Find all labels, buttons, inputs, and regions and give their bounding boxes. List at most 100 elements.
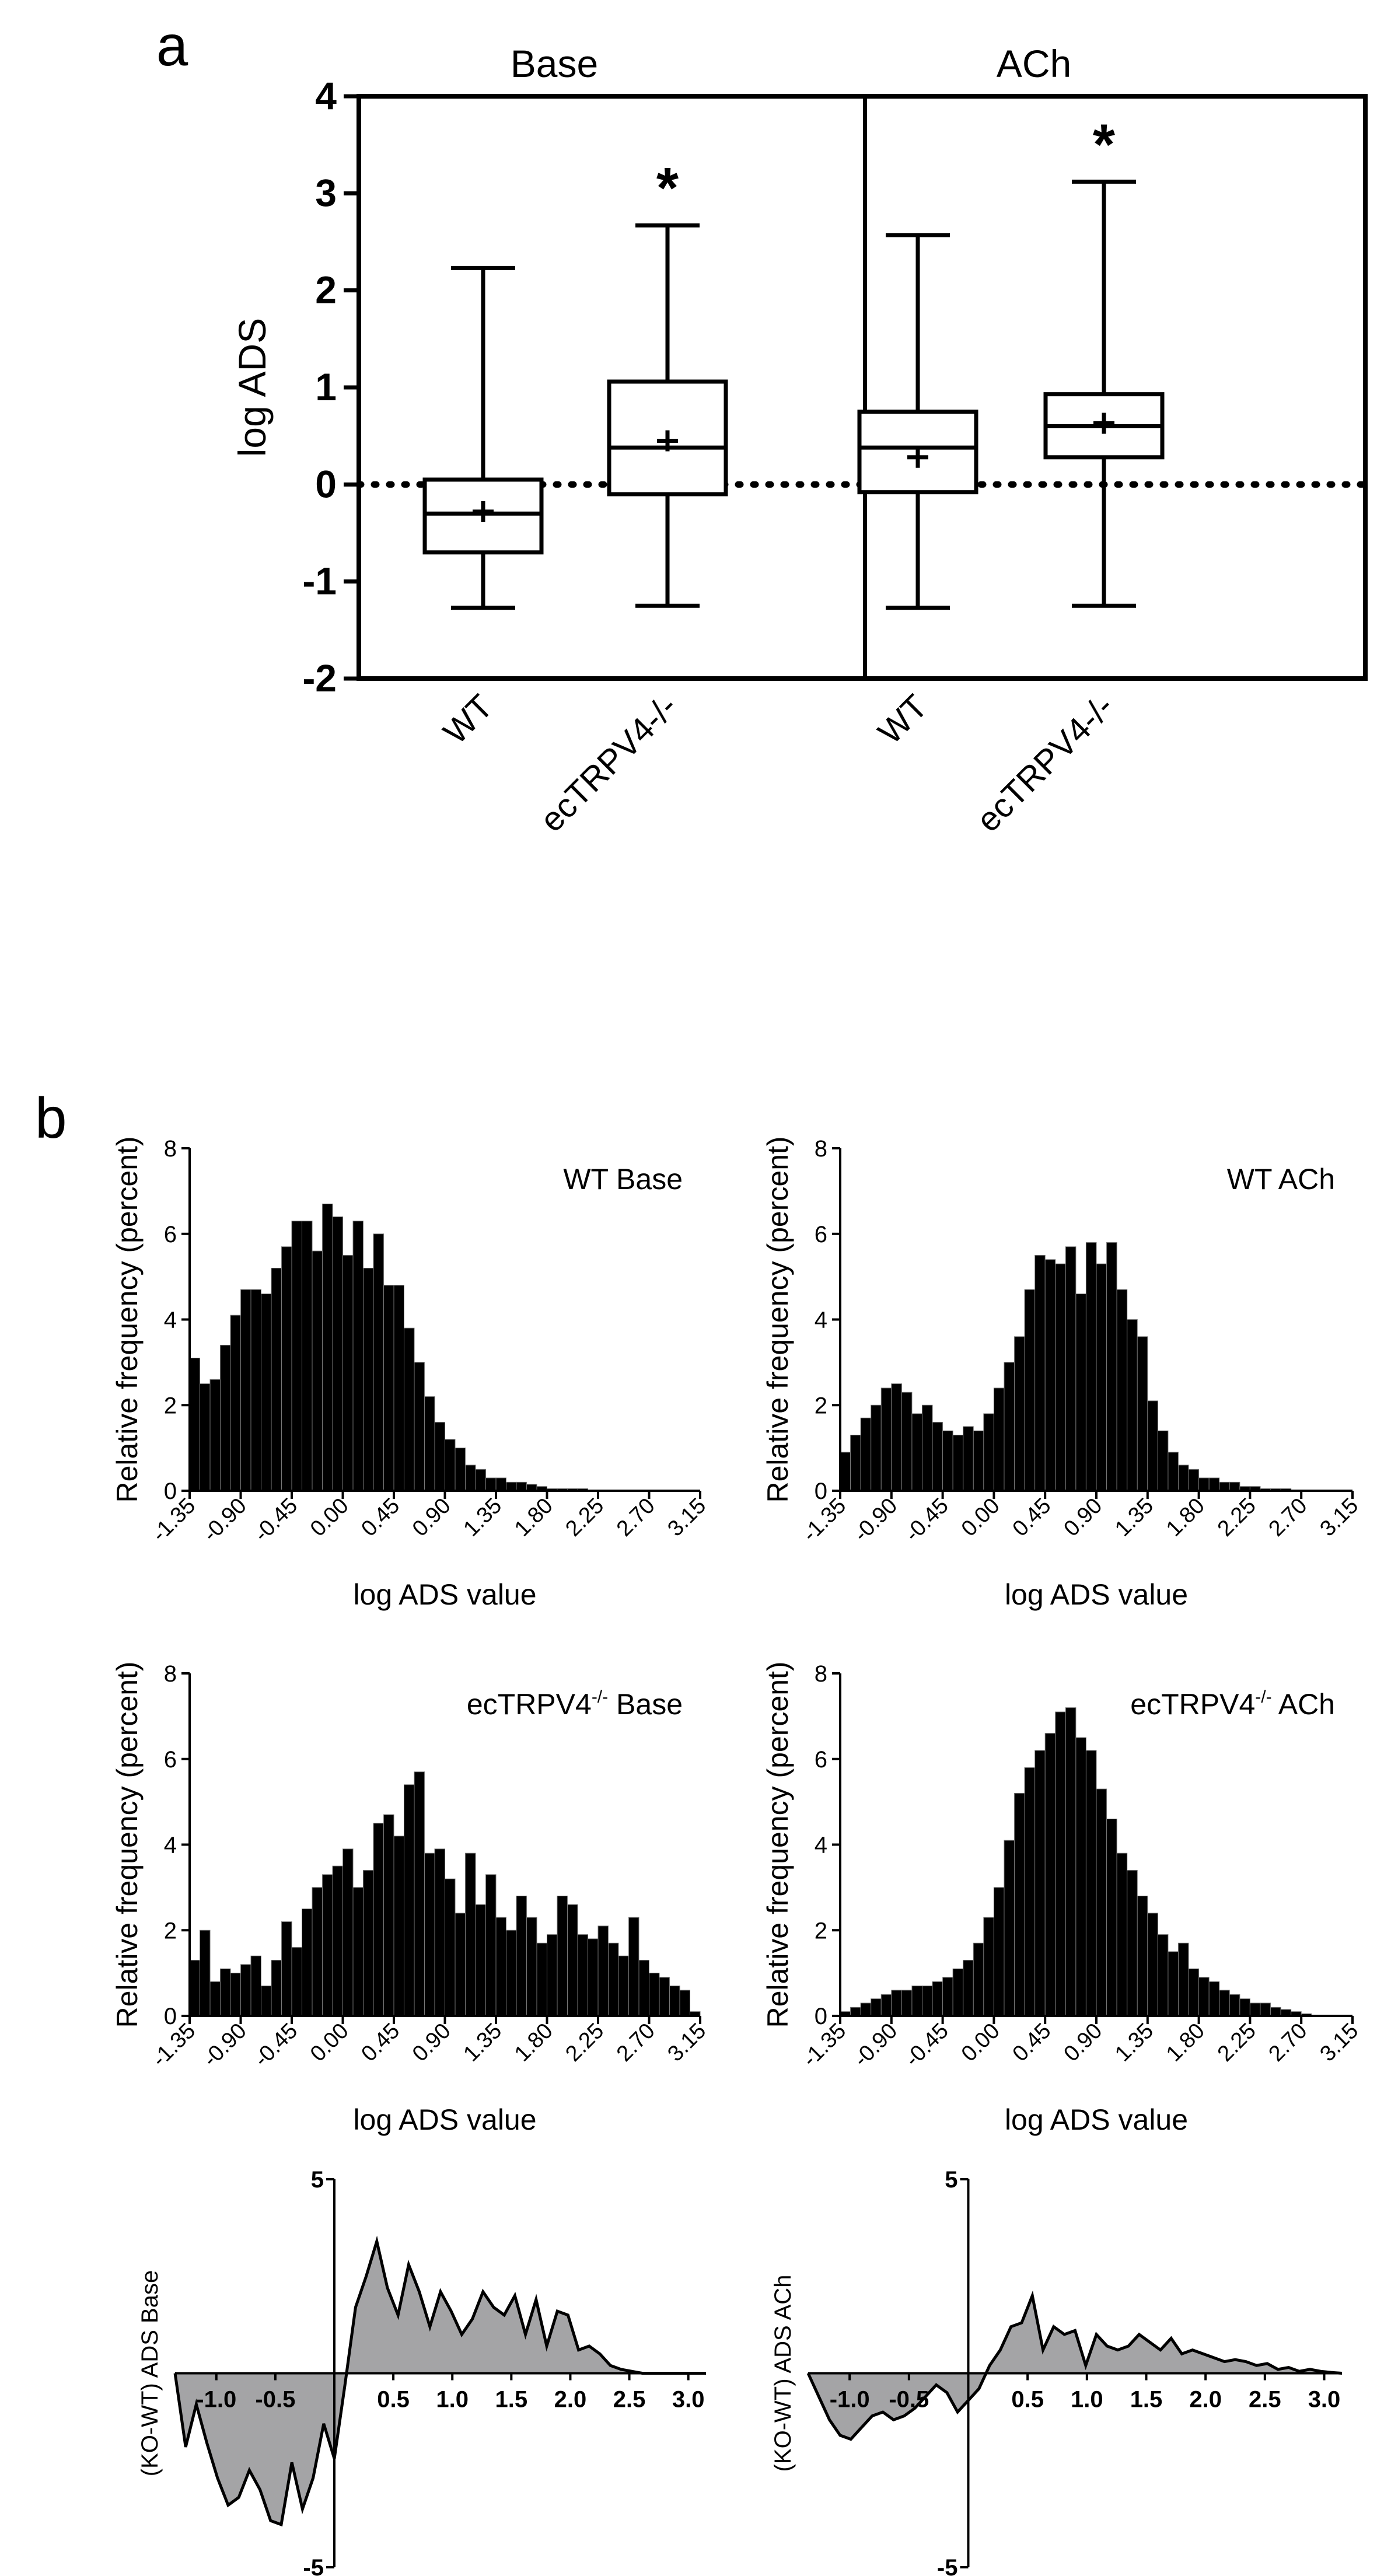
y-tick-label: -5 [303, 2555, 324, 2576]
hist-bar [200, 1383, 211, 1491]
hist-bar [638, 1960, 649, 2016]
x-tick-label: 2.25 [1213, 2019, 1261, 2067]
x-tick-label: 0.90 [408, 2019, 456, 2067]
hist-bar [291, 1947, 302, 2016]
hist-bar [332, 1216, 343, 1491]
hist-bar [536, 1942, 547, 2016]
hist-bar [850, 1435, 861, 1491]
hist-bar [485, 1477, 497, 1491]
x-tick-label: 1.80 [1162, 2019, 1210, 2067]
hist-bar [261, 1293, 272, 1491]
panel-label-a: a [156, 13, 188, 78]
hist-bar [1116, 1289, 1128, 1491]
y-axis-label: Relative frequency (percent) [111, 1661, 144, 2028]
x-tick-label: -0.90 [198, 1494, 251, 1547]
y-tick-label: 1 [315, 365, 337, 408]
hist-bar [973, 1430, 984, 1491]
x-tick-label: -0.45 [249, 2019, 302, 2072]
hist-bar [230, 1315, 241, 1491]
hist-bar [393, 1285, 404, 1491]
hist-bar [1004, 1840, 1015, 2016]
hist-bar [871, 1998, 882, 2016]
y-tick-label: 4 [164, 1833, 177, 1858]
x-tick-label: 2.5 [613, 2387, 646, 2413]
hist-bar [485, 1874, 497, 2016]
hist-bar [1219, 1481, 1230, 1491]
group-title: ACh [997, 42, 1071, 85]
y-tick-label: 2 [164, 1393, 177, 1418]
hist-bar [516, 1896, 527, 2016]
hist-bar [414, 1771, 425, 2016]
x-tick-label: -0.90 [849, 2019, 902, 2072]
y-tick-label: 0 [815, 2004, 827, 2029]
hist-bar [495, 1477, 506, 1491]
y-tick-label: 0 [315, 462, 337, 505]
x-tick-label: WT [871, 687, 935, 752]
hist-bar [302, 1909, 313, 2016]
hist-bar [1219, 1990, 1230, 2016]
hist-title: ecTRPV4-/- ACh [1130, 1687, 1335, 1721]
hist-bar [952, 1435, 964, 1491]
x-tick-label: 0.5 [377, 2387, 410, 2413]
hist-bar [983, 1917, 994, 2016]
hist-bar [952, 1968, 964, 2016]
x-tick-label: 0.90 [408, 1494, 456, 1542]
x-tick-label: 2.70 [612, 2019, 660, 2067]
y-tick-label: 8 [164, 1661, 177, 1687]
hist-bar [322, 1874, 333, 2016]
hist-bar [1106, 1242, 1117, 1491]
hist-bar [1188, 1968, 1200, 2016]
x-tick-label: 2.70 [612, 1494, 660, 1542]
y-tick-label: 8 [815, 1136, 827, 1162]
hist-bar [588, 1938, 599, 2016]
x-tick-label: ecTRPV4-/- [969, 687, 1121, 839]
hist-title-sup: -/- [592, 1687, 608, 1707]
x-tick-label: 3.15 [663, 2019, 711, 2067]
x-tick-label: 2.25 [561, 1494, 609, 1542]
hist-bar [993, 1887, 1005, 2016]
hist-bar [1075, 1737, 1086, 2016]
box-1: * ecTRPV4-/- [533, 156, 728, 839]
y-tick-label: -1 [302, 560, 337, 603]
difference-line [173, 2235, 706, 2527]
hist-bar [628, 1917, 639, 2016]
x-tick-label: -0.5 [255, 2387, 295, 2413]
group-title: Base [511, 42, 598, 85]
hist-bar [475, 1469, 486, 1491]
x-tick-label: 1.35 [459, 2019, 506, 2067]
y-axis-label: (KO-WT) ADS Base [137, 2270, 163, 2476]
x-tick-label: 2.25 [561, 2019, 609, 2067]
hist-bar [1085, 1242, 1097, 1491]
y-tick-label: 6 [164, 1747, 177, 1773]
x-tick-label: 1.0 [436, 2387, 469, 2413]
x-tick-label: -1.0 [830, 2387, 870, 2413]
hist-bar [332, 1865, 343, 2016]
x-tick-label: 0.45 [357, 2019, 404, 2067]
x-tick-label: 2.25 [1213, 1494, 1261, 1542]
hist-title: WT Base [563, 1163, 683, 1196]
hist-bar [921, 1986, 933, 2016]
hist-bar [1014, 1792, 1025, 2016]
hist-bar [1208, 1477, 1220, 1491]
hist-bar [1157, 1430, 1169, 1491]
y-tick-label: 2 [315, 268, 337, 312]
hist-bar [1198, 1977, 1210, 2016]
x-tick-label: 0.00 [957, 1494, 1005, 1542]
hist-bar [271, 1960, 282, 2016]
hist-bar [921, 1404, 933, 1491]
x-tick-label: -0.90 [849, 1494, 902, 1547]
hist-bar [983, 1413, 994, 1491]
y-axis-label: log ADS [230, 318, 274, 457]
hist-bar [516, 1481, 527, 1491]
hist-bar [942, 1430, 953, 1491]
hist-bar [526, 1917, 537, 2016]
hist-bar [455, 1913, 466, 2016]
hist-bar [659, 1977, 670, 2016]
y-tick-label: 6 [815, 1747, 827, 1773]
hist-bar [1168, 1951, 1179, 2016]
hist-bar [880, 1994, 892, 2016]
hist-bar [230, 1973, 241, 2016]
hist-bar [1085, 1750, 1097, 2016]
